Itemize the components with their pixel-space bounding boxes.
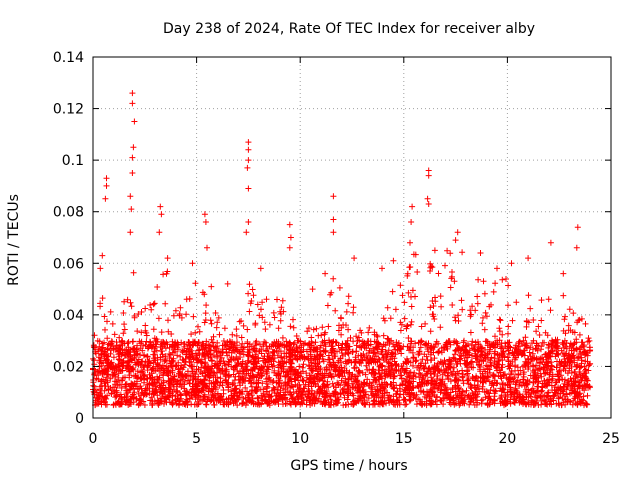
roti-point-markers (90, 90, 594, 409)
x-tick-label: 10 (291, 431, 309, 447)
x-axis-label: GPS time / hours (290, 458, 407, 474)
y-tick-label: 0.1 (62, 153, 84, 169)
data-points (90, 90, 594, 409)
x-tick-labels: 0 5 10 15 20 25 (89, 431, 620, 447)
y-axis-label: ROTI / TECUs (6, 194, 22, 286)
x-tick-label: 25 (602, 431, 620, 447)
y-tick-label: 0.14 (53, 50, 84, 66)
axis-ticks (92, 56, 612, 419)
chart-title: Day 238 of 2024, Rate Of TEC Index for r… (163, 21, 535, 37)
y-tick-labels: 0 0.02 0.04 0.06 0.08 0.1 0.12 0.14 (53, 50, 84, 427)
y-tick-label: 0.06 (53, 256, 84, 272)
y-tick-label: 0.04 (53, 308, 84, 324)
y-tick-label: 0.02 (53, 359, 84, 375)
y-tick-label: 0 (75, 411, 84, 427)
y-tick-label: 0.12 (53, 102, 84, 118)
y-tick-label: 0.08 (53, 205, 84, 221)
plot-frame (92, 56, 612, 419)
x-tick-label: 20 (498, 431, 516, 447)
x-tick-label: 0 (89, 431, 98, 447)
x-tick-label: 5 (192, 431, 201, 447)
x-tick-label: 15 (395, 431, 413, 447)
